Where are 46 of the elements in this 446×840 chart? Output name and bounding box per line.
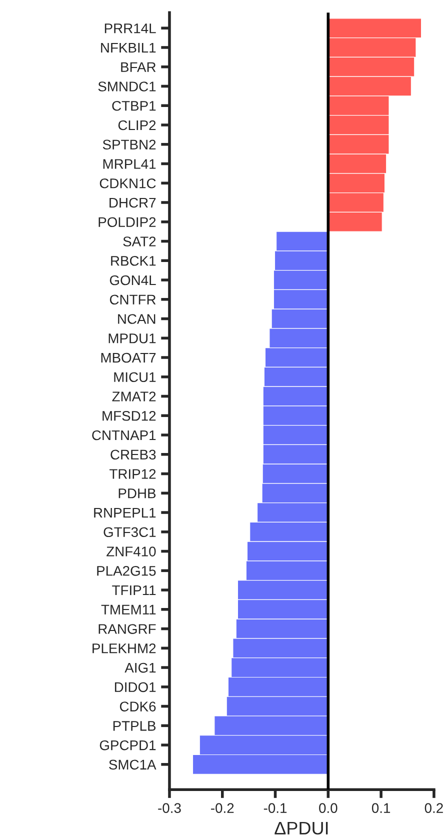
y-tick-label: SMNDC1	[98, 82, 156, 92]
y-tick-label: TMEM11	[101, 604, 156, 614]
x-tick-label: 0.0	[319, 803, 338, 813]
y-tick-label: CLIP2	[118, 120, 156, 130]
y-tick-label: MICU1	[114, 372, 156, 382]
y-tick-label: NCAN	[118, 314, 156, 324]
y-tick-label: CDK6	[120, 702, 156, 712]
y-tick-label: DHCR7	[110, 198, 156, 208]
y-tick-label: MBOAT7	[101, 352, 156, 363]
y-tick-label: CNTNAP1	[92, 430, 156, 440]
y-tick-label: SAT2	[123, 236, 156, 246]
x-axis-title: ΔPDUI	[274, 822, 328, 835]
y-tick-label: POLDIP2	[98, 217, 156, 228]
y-tick-label: CREB3	[110, 450, 156, 460]
y-tick-label: RANGRF	[98, 624, 156, 634]
y-tick-label: ZMAT2	[112, 392, 156, 402]
y-tick-label: TRIP12	[110, 469, 156, 479]
y-tick-label: MFSD12	[102, 410, 156, 421]
x-tick-label: 0.1	[372, 803, 390, 813]
y-tick-label: PRR14L	[104, 24, 156, 34]
x-tick-label: -0.3	[158, 803, 181, 813]
x-tick-label: 0.2	[424, 803, 443, 813]
y-tick-label: CNTFR	[110, 294, 156, 305]
y-tick-label: MRPL41	[103, 159, 156, 169]
y-tick-label: PLEKHM2	[92, 643, 156, 654]
x-tick-label: -0.2	[211, 803, 234, 813]
x-tick-label: -0.1	[264, 803, 287, 813]
y-tick-label: PLA2G15	[97, 566, 156, 576]
y-tick-label: BFAR	[121, 62, 156, 72]
y-tick-label: SPTBN2	[102, 140, 156, 150]
y-tick-label: GON4L	[110, 275, 156, 286]
y-tick-label: DIDO1	[114, 682, 156, 692]
y-tick-label: RNPEPL1	[94, 508, 156, 518]
y-tick-label: CTBP1	[112, 100, 156, 111]
y-tick-label: ZNF410	[106, 546, 156, 556]
y-tick-label: SMC1A	[109, 760, 156, 770]
y-tick-label: MPDU1	[108, 334, 156, 344]
y-tick-label: GTF3C1	[104, 527, 156, 538]
y-tick-label: GPCPD1	[100, 740, 156, 750]
y-tick-label: AIG1	[124, 662, 156, 673]
y-tick-label: CDKN1C	[100, 178, 156, 188]
y-tick-label: PTPLB	[113, 721, 156, 731]
y-tick-label: PDHB	[118, 488, 156, 498]
y-tick-label: TFIP11	[112, 586, 156, 596]
y-tick-label: RBCK1	[111, 256, 156, 266]
y-tick-label: NFKBIL1	[101, 42, 156, 53]
